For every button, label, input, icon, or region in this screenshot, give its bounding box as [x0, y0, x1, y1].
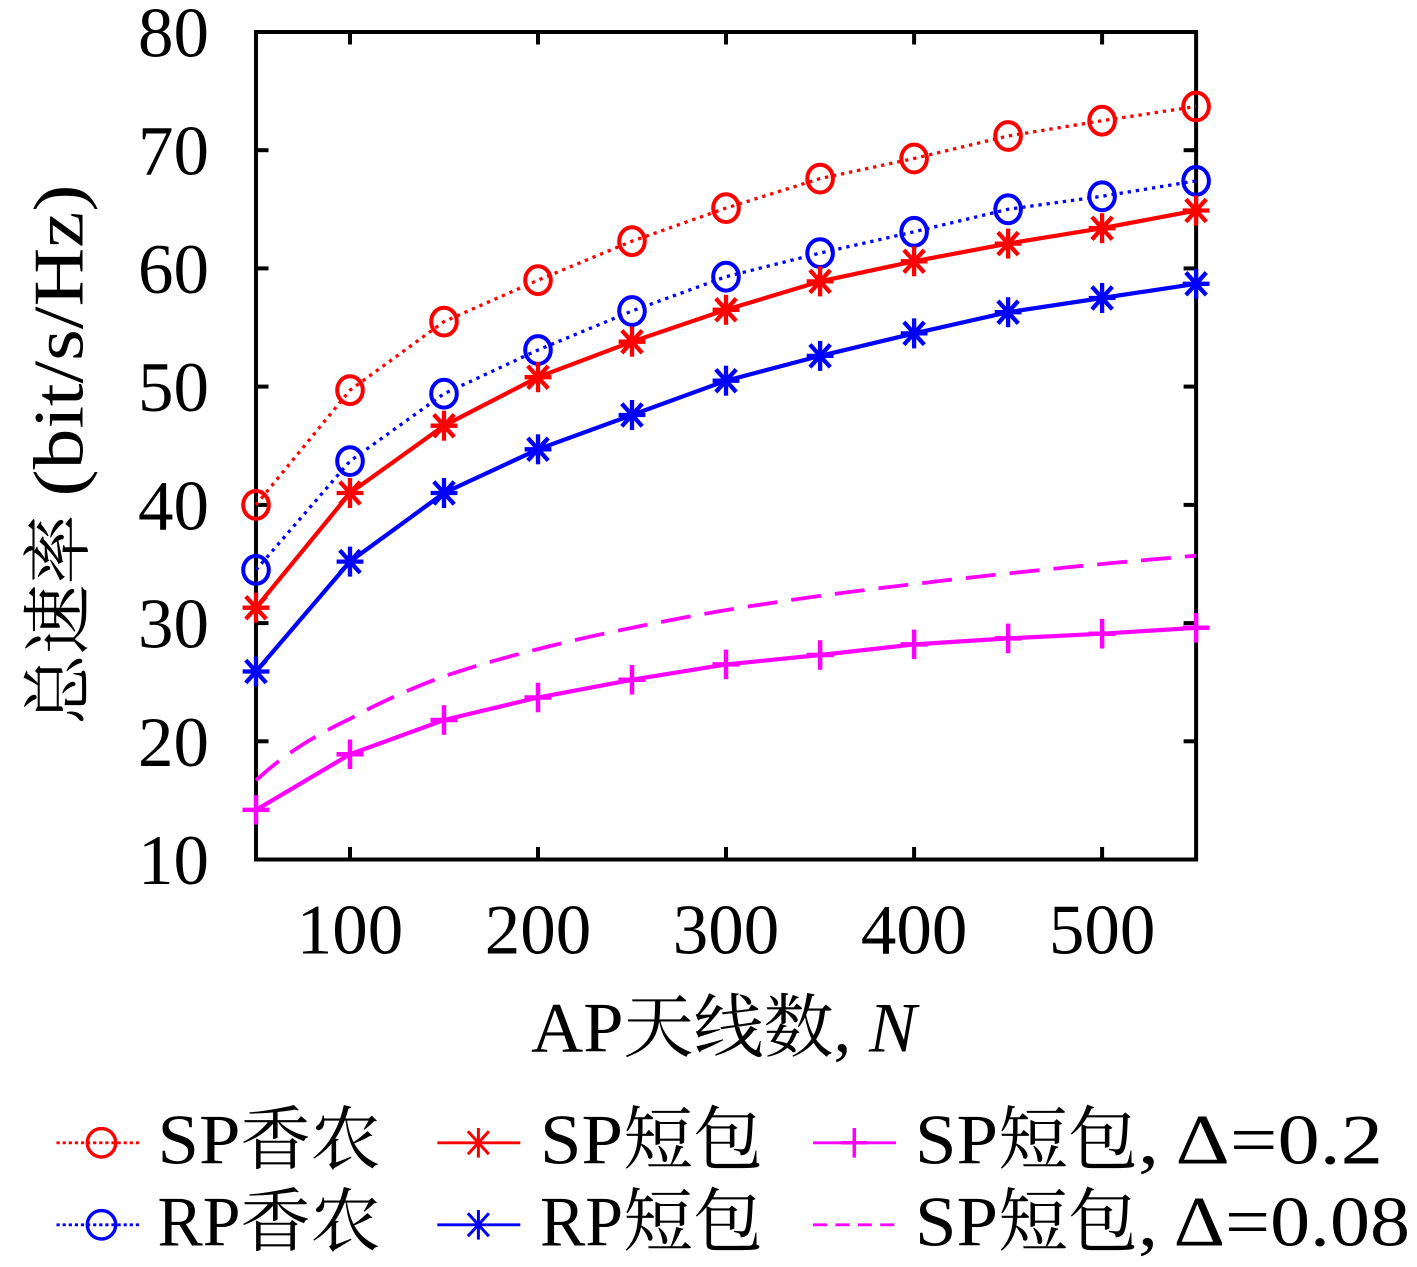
svg-text:300: 300: [673, 892, 780, 970]
svg-text:40: 40: [138, 467, 209, 545]
svg-text:400: 400: [861, 892, 968, 970]
svg-text:, Δ=0.2: , Δ=0.2: [1138, 1102, 1383, 1180]
svg-text:50: 50: [138, 349, 209, 427]
svg-text:RP: RP: [158, 1184, 241, 1262]
svg-text:200: 200: [485, 892, 592, 970]
svg-text:80: 80: [138, 0, 209, 73]
svg-text:60: 60: [138, 231, 209, 309]
svg-text:RP: RP: [540, 1184, 623, 1262]
svg-text:500: 500: [1049, 892, 1156, 970]
svg-text:(bit/s/Hz): (bit/s/Hz): [21, 185, 99, 497]
svg-text:30: 30: [138, 586, 209, 664]
svg-text:SP: SP: [915, 1102, 998, 1180]
svg-text:70: 70: [138, 113, 209, 191]
svg-text:SP: SP: [540, 1102, 623, 1180]
svg-text:10: 10: [138, 822, 209, 900]
svg-text:AP: AP: [531, 989, 624, 1067]
svg-text:20: 20: [138, 704, 209, 782]
svg-text:, N: , N: [834, 989, 921, 1067]
svg-text:, Δ=0.08: , Δ=0.08: [1138, 1184, 1410, 1262]
svg-text:SP: SP: [158, 1102, 241, 1180]
svg-text:SP: SP: [915, 1184, 998, 1262]
svg-text:100: 100: [297, 892, 404, 970]
